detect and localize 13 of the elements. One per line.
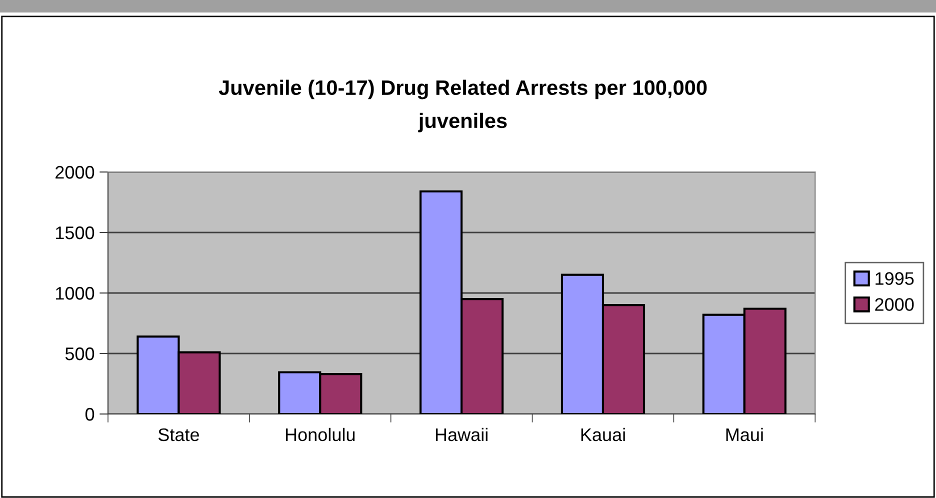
x-tick-label: Honolulu bbox=[286, 428, 355, 442]
x-tick-label: State bbox=[158, 428, 199, 442]
y-tick-label: 0 bbox=[85, 408, 94, 421]
y-tick-label: 500 bbox=[65, 347, 94, 360]
y-tick-label: 1500 bbox=[56, 226, 94, 240]
legend-label: 1995 bbox=[876, 272, 914, 285]
x-tick-label: Hawaii bbox=[436, 428, 488, 442]
legend-label: 2000 bbox=[875, 298, 914, 311]
x-tick-label: Kauai bbox=[581, 428, 625, 442]
chart-title: Juvenile (10-17) Drug Related Arrests per 100,000 juveniles bbox=[218, 80, 707, 132]
y-tick-label: 2000 bbox=[56, 166, 94, 179]
x-tick-label: Maui bbox=[726, 428, 763, 442]
y-tick-label: 1000 bbox=[56, 286, 94, 300]
